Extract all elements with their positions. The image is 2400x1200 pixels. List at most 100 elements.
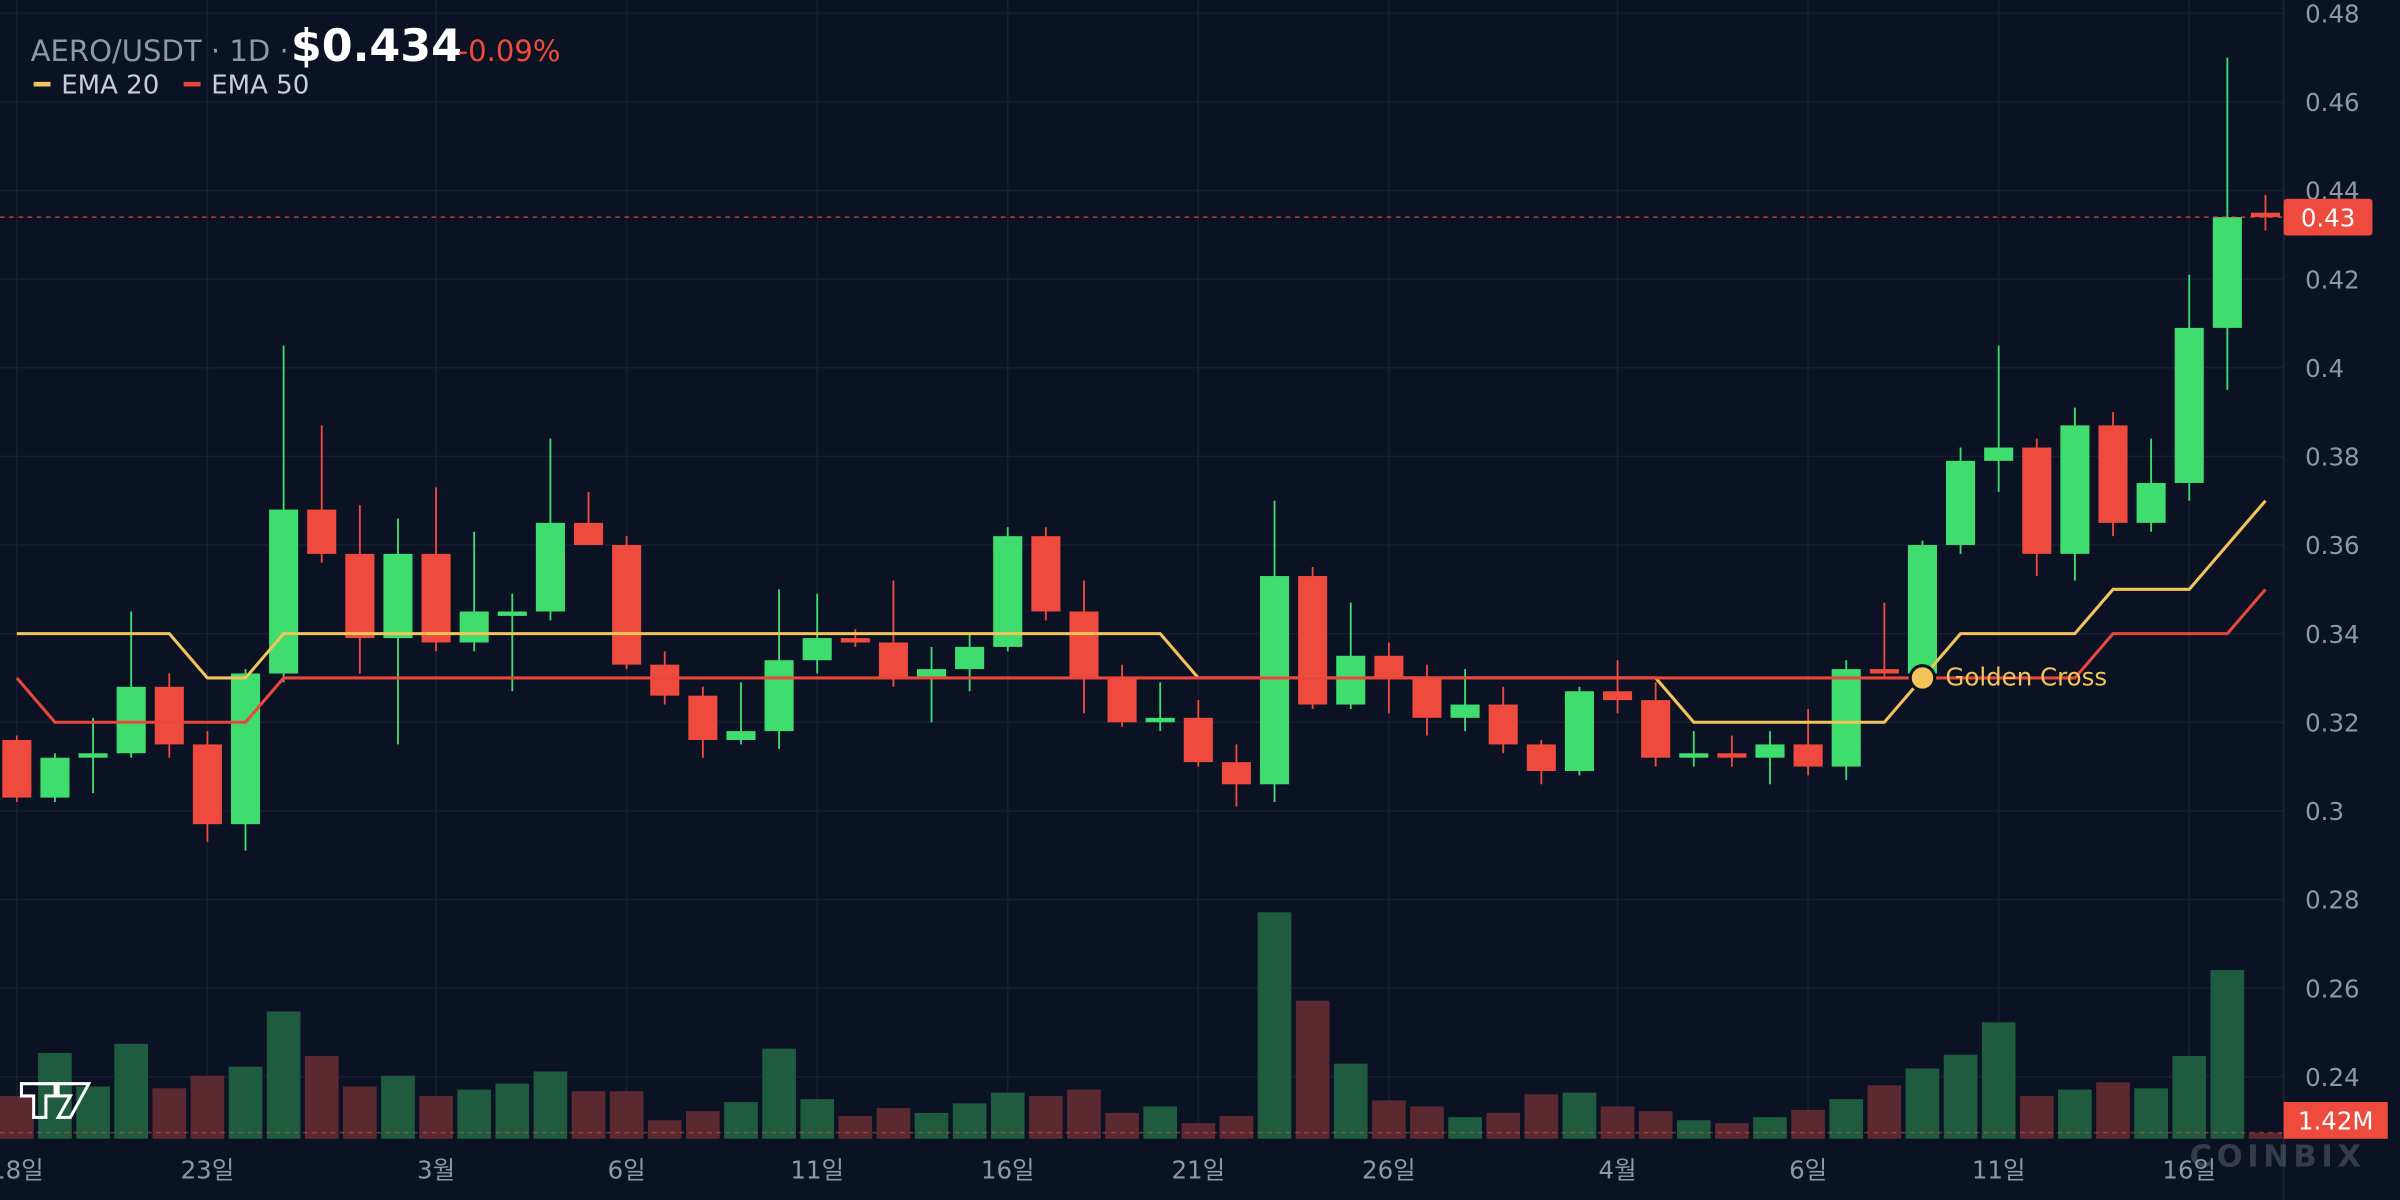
y-tick-label: 0.4 (2305, 354, 2344, 383)
volume-bar (1981, 1022, 2016, 1139)
candle-body (154, 686, 184, 745)
ema-line (15, 588, 2267, 724)
candle-body (1412, 677, 1442, 718)
candle-body (269, 509, 299, 674)
volume-bar (838, 1115, 873, 1139)
candle-body (1946, 460, 1976, 546)
x-tick-label: 16일 (981, 1156, 1035, 1185)
volume-tag (2283, 1102, 2388, 1139)
y-tick-label: 0.3 (2305, 797, 2344, 826)
volume-bar (1638, 1111, 1673, 1139)
x-tick-label: 11일 (1972, 1156, 2026, 1185)
volume-bar (2248, 1132, 2283, 1139)
volume-bar (457, 1089, 492, 1139)
volume-bar (1600, 1106, 1635, 1139)
candle-body (78, 753, 108, 758)
candle-body (688, 695, 718, 740)
price-change: -0.09% (458, 34, 561, 68)
volume-bar (1295, 1000, 1330, 1139)
logo (19, 1082, 92, 1119)
volume-bar (1257, 912, 1292, 1139)
candle-body (840, 638, 870, 643)
volume-bar (190, 1075, 225, 1139)
candle-body (878, 642, 908, 678)
y-tick-label: 0.24 (2305, 1063, 2359, 1092)
y-tick-label: 0.28 (2305, 886, 2359, 915)
volume-bar (0, 1096, 34, 1139)
x-tick-label: 18일 (0, 1156, 44, 1185)
x-tick-label: 16일 (2162, 1156, 2216, 1185)
price-tag (2283, 198, 2373, 236)
candle-body (1526, 744, 1556, 771)
y-tick-label: 0.42 (2305, 265, 2359, 294)
legend-label: EMA 20 (61, 70, 159, 100)
candle-body (1755, 744, 1785, 758)
volume-bar (914, 1112, 949, 1139)
candle-body (1641, 700, 1671, 758)
volume-bar (2096, 1082, 2130, 1139)
candle-body (1298, 576, 1328, 705)
y-tick-label: 0.46 (2305, 88, 2359, 117)
candle-body (802, 638, 832, 661)
candle-body (1717, 753, 1747, 758)
candle-body (1793, 744, 1823, 767)
candle-body (2022, 447, 2052, 554)
candle-body (2060, 425, 2090, 554)
x-tick-label: 21일 (1171, 1156, 1225, 1185)
candle-body (1260, 576, 1290, 785)
candle-body (1336, 655, 1366, 705)
volume-bar (1181, 1123, 1216, 1139)
candle-body (1907, 545, 1937, 674)
volume-bar (1219, 1115, 1254, 1139)
volume-bar (152, 1088, 187, 1139)
volume-bar (952, 1103, 987, 1139)
volume-bar (1791, 1109, 1825, 1139)
y-tick-label: 0.38 (2305, 443, 2359, 472)
x-tick-label: 3월 (417, 1156, 455, 1185)
volume-bar (1562, 1092, 1597, 1139)
candle-body (1183, 717, 1213, 763)
candle-body (1374, 655, 1404, 678)
candle-body (192, 744, 222, 825)
volume-bar (419, 1096, 453, 1139)
volume-bar (647, 1120, 682, 1139)
volume-bar (1448, 1117, 1482, 1139)
candle-body (1145, 717, 1175, 723)
candle-body (1221, 762, 1251, 785)
candle-body (345, 553, 375, 639)
volume-bar (343, 1086, 377, 1139)
candle-body (2250, 212, 2280, 218)
candle-body (1450, 704, 1480, 718)
volume-bar (2210, 970, 2245, 1139)
volume-bar (1676, 1120, 1711, 1139)
volume-bar (1410, 1106, 1444, 1139)
volume-bar (1486, 1112, 1521, 1139)
candle-body (2136, 482, 2166, 523)
symbol: AERO/USDT · 1D · (31, 34, 289, 68)
x-tick-label: 26일 (1362, 1156, 1416, 1185)
volume-bar (1524, 1094, 1559, 1139)
candle-body (40, 757, 70, 798)
volume-bar (2019, 1096, 2054, 1139)
candle-body (383, 553, 413, 639)
volume-bar (876, 1108, 911, 1139)
volume-bar (533, 1071, 568, 1139)
candle-body (1564, 691, 1594, 771)
candle-body (955, 646, 985, 670)
candle-body (1603, 691, 1633, 701)
candle-body (421, 553, 451, 643)
candle-body (726, 731, 756, 740)
candle-body (1679, 753, 1709, 758)
candle-body (612, 545, 642, 665)
volume-bar (1753, 1117, 1787, 1139)
volume-bar (571, 1091, 606, 1139)
candle-body (573, 522, 604, 546)
volume-bar (114, 1043, 149, 1139)
volume-bar (1905, 1068, 1940, 1139)
y-tick-label: 0.48 (2305, 0, 2359, 28)
candle-body (2174, 327, 2204, 483)
y-tick-label: 0.34 (2305, 620, 2359, 649)
volume-bar (2058, 1089, 2092, 1139)
price: $0.434 (291, 21, 462, 72)
